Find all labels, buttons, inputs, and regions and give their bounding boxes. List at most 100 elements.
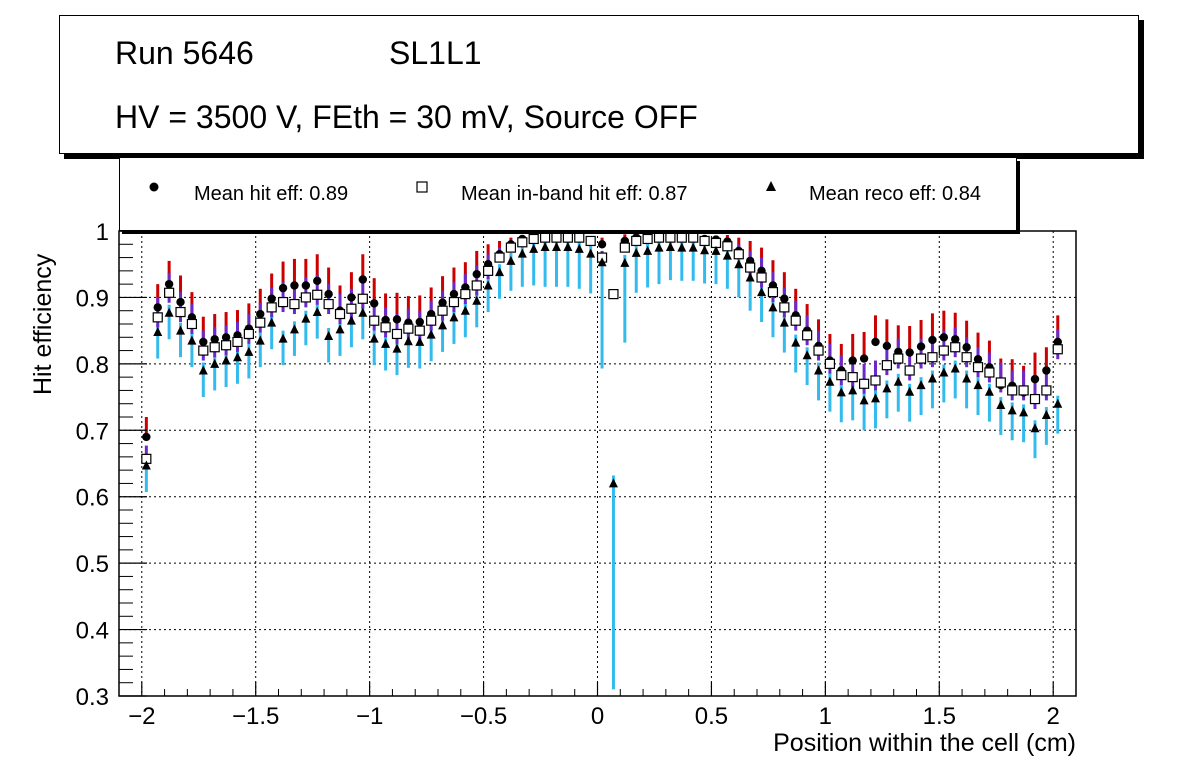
- hit-efficiency-point: [415, 317, 424, 327]
- reco-efficiency-point: [278, 333, 288, 343]
- hit-efficiency-point: [882, 341, 892, 351]
- inband-efficiency-point: [665, 232, 676, 243]
- hit-efficiency-point: [939, 333, 949, 342]
- reco-efficiency-point: [517, 248, 527, 258]
- inband-efficiency-point: [893, 353, 904, 364]
- inband-efficiency-point: [164, 287, 175, 298]
- hit-efficiency-point: [1042, 366, 1051, 375]
- hit-efficiency-point: [370, 299, 379, 308]
- y-tick-label: 0.6: [76, 485, 109, 512]
- inband-efficiency-point: [779, 302, 790, 313]
- reco-efficiency-point: [700, 245, 710, 255]
- hit-efficiency-point: [164, 279, 174, 289]
- hit-efficiency-point: [153, 303, 162, 312]
- inband-efficiency-point: [619, 242, 630, 253]
- reco-efficiency-point: [654, 242, 664, 252]
- inband-efficiency-point: [813, 345, 824, 356]
- run-label: Run 5646: [115, 35, 254, 71]
- hit-efficiency-point: [472, 269, 481, 279]
- inband-efficiency-point: [1029, 393, 1041, 405]
- inband-efficiency-point: [357, 293, 368, 304]
- hit-efficiency-point: [962, 343, 971, 352]
- hit-efficiency-point: [267, 294, 276, 303]
- inband-efficiency-point: [995, 377, 1006, 388]
- x-tick-label: 1: [819, 703, 832, 730]
- inband-efficiency-point: [642, 233, 653, 245]
- y-tick-label: 0.8: [76, 352, 109, 379]
- reco-efficiency-point: [551, 241, 561, 251]
- inband-efficiency-point: [300, 292, 311, 303]
- inband-efficiency-point: [460, 289, 471, 300]
- reco-efficiency-point: [939, 367, 949, 377]
- inband-efficiency-point: [653, 232, 665, 243]
- reco-efficiency-point: [722, 250, 732, 260]
- inband-efficiency-point: [904, 365, 915, 376]
- inband-efficiency-point: [562, 232, 573, 243]
- inband-efficiency-point: [551, 232, 562, 243]
- reco-efficiency-point: [859, 395, 869, 405]
- reco-efficiency-point: [392, 343, 402, 353]
- reco-efficiency-point: [1030, 423, 1040, 433]
- reco-efficiency-point: [950, 363, 960, 373]
- reco-efficiency-point: [472, 295, 482, 305]
- hit-efficiency-point: [916, 342, 926, 351]
- reco-efficiency-point: [1019, 407, 1029, 417]
- reco-efficiency-point: [643, 245, 653, 255]
- inband-efficiency-point: [426, 315, 437, 326]
- inband-efficiency-point: [448, 296, 460, 308]
- inband-efficiency-point: [938, 345, 949, 356]
- reco-efficiency-point: [1053, 398, 1063, 408]
- inband-efficiency-point: [824, 358, 836, 369]
- inband-efficiency-point: [1041, 385, 1052, 396]
- x-tick-label: −1.5: [232, 703, 279, 730]
- inband-efficiency-point: [323, 298, 334, 310]
- inband-efficiency-point: [369, 315, 380, 326]
- reco-efficiency-point: [210, 358, 220, 368]
- inband-efficiency-point: [243, 328, 254, 340]
- reco-efficiency-point: [244, 346, 254, 356]
- hit-efficiency-point: [449, 289, 459, 299]
- hit-efficiency-point: [313, 276, 322, 286]
- inband-efficiency-point: [972, 362, 984, 373]
- inband-efficiency-point: [312, 289, 323, 300]
- inband-efficiency-point: [574, 232, 585, 243]
- inband-efficiency-point: [1018, 385, 1029, 396]
- reco-efficiency-point: [369, 333, 379, 343]
- y-tick-label: 0.4: [76, 618, 109, 645]
- inband-efficiency-point: [414, 325, 425, 336]
- hit-efficiency-point: [142, 432, 151, 442]
- reco-efficiency-point: [460, 305, 470, 315]
- reco-efficiency-point: [665, 241, 675, 251]
- reco-efficiency-point: [415, 336, 425, 346]
- reco-efficiency-point: [757, 287, 767, 297]
- inband-efficiency-point: [220, 340, 232, 351]
- reco-efficiency-point: [176, 325, 186, 335]
- inband-efficiency-point: [847, 372, 858, 383]
- inband-efficiency-point: [699, 235, 710, 247]
- inband-efficiency-point: [437, 305, 448, 316]
- inband-efficiency-point: [631, 235, 642, 247]
- inband-efficiency-point: [722, 241, 733, 252]
- legend-inband-label: Mean in-band hit eff: 0.87: [461, 183, 688, 205]
- hit-efficiency-point: [928, 335, 937, 345]
- inband-efficiency-point: [984, 367, 995, 378]
- hit-efficiency-point: [905, 348, 914, 357]
- reco-efficiency-point: [825, 376, 835, 386]
- hit-efficiency-point: [210, 335, 219, 344]
- inband-efficiency-point: [733, 249, 744, 260]
- reco-efficiency-point: [779, 317, 789, 327]
- reco-efficiency-point: [198, 365, 208, 375]
- reco-efficiency-point: [893, 376, 903, 386]
- reco-efficiency-point: [711, 245, 721, 255]
- reco-efficiency-point: [677, 242, 687, 252]
- reco-efficiency-point: [449, 312, 459, 322]
- reco-efficiency-point: [301, 313, 311, 323]
- reco-efficiency-point: [540, 241, 550, 251]
- reco-efficiency-point: [745, 272, 755, 282]
- inband-efficiency-point: [745, 262, 756, 273]
- x-tick-label: −2: [128, 703, 155, 730]
- x-axis-label: Position within the cell (cm): [773, 729, 1076, 757]
- reco-efficiency-point: [563, 241, 573, 251]
- hit-efficiency-point: [221, 333, 231, 342]
- y-tick-label: 0.5: [76, 551, 109, 578]
